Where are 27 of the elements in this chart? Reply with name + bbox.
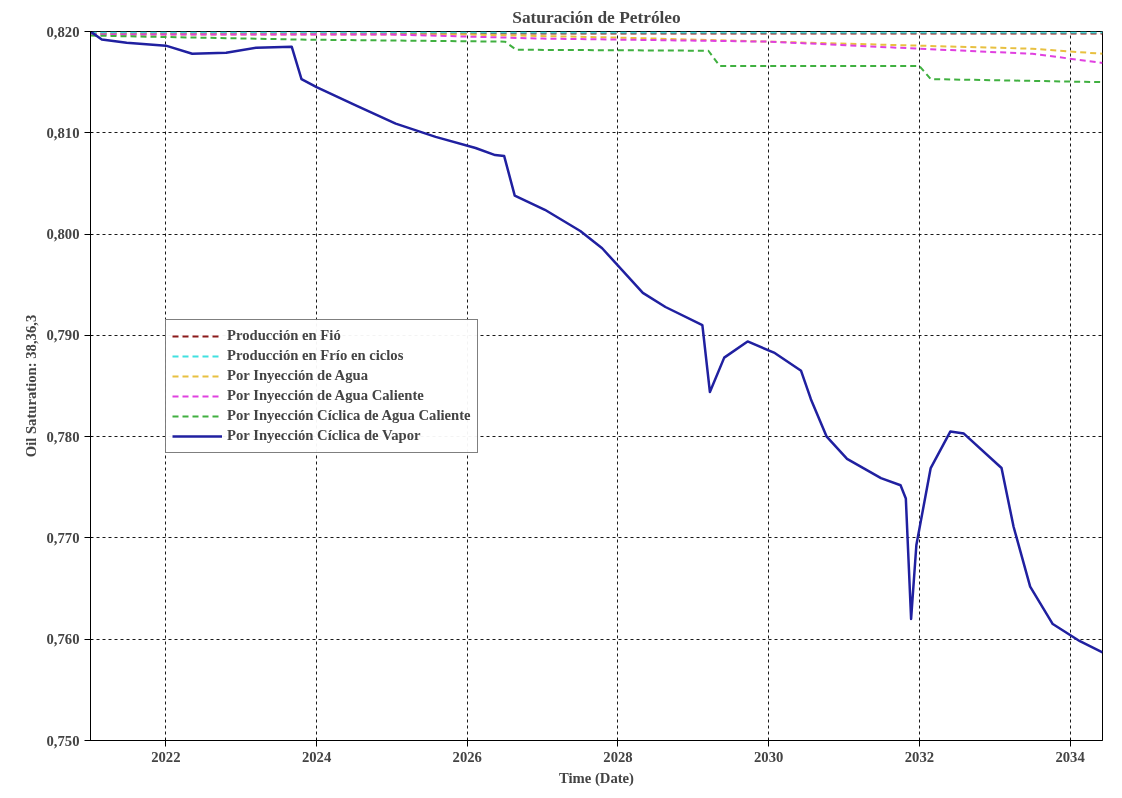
x-tick-label: 2034 — [1055, 748, 1086, 765]
x-tick-label: 2030 — [754, 748, 784, 765]
legend-label: Por Inyección Cíclica de Vapor — [227, 427, 421, 444]
legend-label: Por Inyección Cíclica de Agua Caliente — [227, 407, 471, 424]
legend-label: Producción en Frío en ciclos — [227, 347, 404, 364]
legend-label: Por Inyección de Agua Caliente — [227, 387, 424, 404]
y-axis-title: Oil Saturation: 38,36,3 — [22, 314, 39, 458]
y-tick-label: 0,810 — [46, 124, 80, 141]
legend-label: Por Inyección de Agua — [227, 367, 369, 384]
y-tick-label: 0,750 — [46, 732, 80, 749]
x-tick-label: 2026 — [452, 748, 482, 765]
line-series — [90, 31, 1103, 654]
chart-title: Saturación de Petróleo — [512, 7, 681, 27]
line-series — [90, 33, 1103, 64]
x-axis-title: Time (Date) — [558, 769, 635, 787]
y-tick-label: 0,760 — [46, 631, 80, 648]
x-tick-label: 2024 — [301, 748, 332, 765]
y-tick-label: 0,790 — [46, 327, 80, 344]
y-tick-label: 0,800 — [46, 226, 80, 243]
x-tick-label: 2022 — [151, 748, 181, 765]
line-series — [90, 34, 1103, 84]
y-tick-label: 0,820 — [46, 23, 80, 40]
x-tick-label: 2032 — [904, 748, 935, 765]
legend-label: Producción en Fió — [227, 327, 341, 344]
x-tick-label: 2028 — [603, 748, 633, 765]
y-tick-label: 0,770 — [46, 529, 80, 546]
y-tick-label: 0,780 — [46, 428, 80, 445]
